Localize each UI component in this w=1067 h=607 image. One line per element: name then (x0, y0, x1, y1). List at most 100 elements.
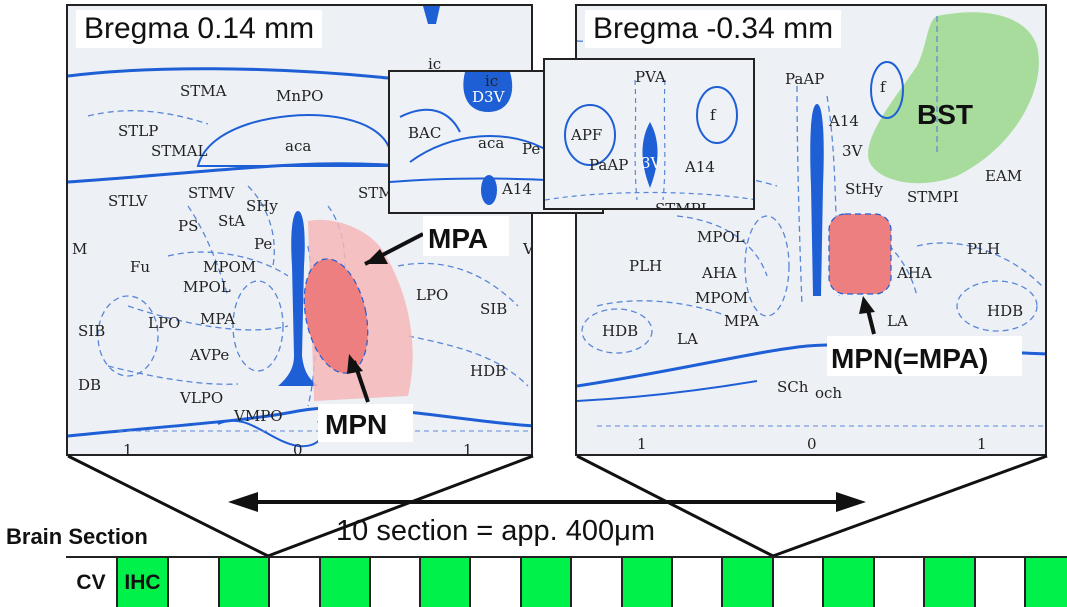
label-hdb-r2: HDB (987, 302, 1023, 320)
label-stm: STM (358, 184, 394, 202)
label-aha-r: AHA (701, 264, 737, 282)
inset-b-stmpi: STMPI (655, 200, 707, 210)
label-stmv: STMV (188, 184, 236, 202)
strip-cell (671, 558, 721, 607)
label-vmpo: VMPO (233, 407, 283, 425)
connector-right-b (772, 454, 1048, 558)
left-panel-title: Bregma 0.14 mm (76, 10, 323, 48)
inset-b: PVA f APF PaAP 3V A14 STMPI (543, 58, 755, 210)
mpn-callout: MPN (325, 409, 387, 440)
connector-right-a (576, 454, 774, 558)
tick-left-1b: 1 (463, 441, 473, 456)
label-a14-r: A14 (828, 112, 859, 130)
strip-cell (570, 558, 621, 607)
label-mpa-atlas: MPA (200, 310, 235, 328)
label-mpa-r: MPA (724, 312, 759, 330)
label-lpo-right: LPO (416, 286, 448, 304)
strip-cell-green (218, 558, 268, 607)
label-stma: STMA (180, 82, 227, 100)
label-db: DB (78, 376, 101, 394)
strip-cell (772, 558, 822, 607)
section-strip: CV IHC (66, 556, 1067, 607)
strip-cell (873, 558, 923, 607)
tick-right-0: 0 (807, 435, 817, 453)
label-paap-r: PaAP (785, 70, 824, 88)
mpn-r-callout: MPN(=MPA) (831, 343, 988, 374)
label-shy: SHy (246, 197, 278, 215)
strip-cell-green (621, 558, 671, 607)
inset-b-a14: A14 (684, 158, 715, 176)
mpa-tag-bg (423, 216, 509, 256)
label-3v-r: 3V (842, 142, 864, 160)
tick-right-1b: 1 (977, 435, 987, 453)
inset-a-ic: ic (485, 72, 498, 90)
mpn-arrow-head (347, 354, 363, 374)
tick-left-1: 1 (123, 441, 133, 456)
inset-b-apf: APF (570, 126, 602, 144)
atlas-panel-right: 1 0 1 PaAP f A14 3V EAM Pe StHy STMPI MP… (575, 4, 1047, 456)
label-sta: StA (218, 212, 245, 230)
span-arrow-head-right (836, 492, 866, 512)
inset-b-drawing: PVA f APF PaAP 3V A14 STMPI (545, 60, 753, 210)
label-mpom: MPOM (203, 258, 256, 276)
mpn-r-tag-bg (827, 336, 1022, 376)
strip-cell-ihc: IHC (116, 558, 167, 607)
label-mpom-r: MPOM (695, 289, 748, 307)
label-ps: PS (178, 217, 198, 235)
strip-cell-green (923, 558, 974, 607)
strip-cell-green (1024, 558, 1067, 607)
label-ic: ic (428, 55, 441, 73)
strip-cell-green (822, 558, 873, 607)
label-mpol-r: MPOL (697, 228, 745, 246)
label-avpe: AVPe (189, 346, 229, 364)
tick-right-1: 1 (637, 435, 647, 453)
bst-region (868, 12, 1039, 184)
label-stmal: STMAL (151, 142, 207, 160)
mpa-callout: MPA (428, 223, 488, 254)
label-aca: aca (285, 137, 311, 155)
inset-b-pva: PVA (635, 68, 666, 86)
strip-cell-green (721, 558, 772, 607)
label-stlp: STLP (118, 122, 158, 140)
connector-left-b (267, 454, 534, 558)
brain-section-label: Brain Section (6, 524, 148, 549)
atlas-drawing-right: 1 0 1 PaAP f A14 3V EAM Pe StHy STMPI MP… (577, 6, 1045, 454)
mpn-region-right (828, 213, 892, 295)
inset-b-paap: PaAP (589, 156, 628, 174)
inset-a-d3v: D3V (472, 88, 506, 106)
strip-cell (469, 558, 520, 607)
tick-left-0: 0 (293, 441, 303, 456)
label-sib: SIB (78, 322, 105, 340)
strip-cell (167, 558, 218, 607)
connector-left-a (67, 454, 269, 558)
label-sch-r: SCh (777, 378, 809, 396)
mpn-r-arrow-head (859, 296, 875, 314)
label-la-r: LA (677, 330, 698, 348)
inset-a-drawing: ic D3V BAC aca Pe A14 (390, 72, 602, 212)
span-arrow-head-left (228, 492, 258, 512)
label-m: M (72, 240, 87, 258)
label-mpol: MPOL (183, 278, 231, 296)
strip-cell (268, 558, 319, 607)
label-hdb-r: HDB (602, 322, 638, 340)
label-aha-r2: AHA (896, 264, 932, 282)
strip-cell-green (419, 558, 469, 607)
label-sib-right: SIB (480, 300, 507, 318)
strip-cell (369, 558, 419, 607)
strip-cell-green (520, 558, 570, 607)
inset-a-a14: A14 (501, 180, 532, 198)
inset-a-bac: BAC (408, 124, 441, 142)
label-hdb: HDB (470, 362, 506, 380)
strip-cell (974, 558, 1024, 607)
label-sthy-r: StHy (845, 180, 883, 198)
label-mnpo: MnPO (276, 87, 323, 105)
third-ventricle (810, 104, 824, 296)
label-och-r: och (815, 384, 842, 402)
strip-cell-green (319, 558, 369, 607)
inset-b-f: f (710, 106, 717, 124)
label-lpo: LPO (148, 314, 180, 332)
label-f-r: f (880, 78, 887, 96)
inset-b-3v: 3V (641, 154, 663, 172)
bst-callout: BST (917, 99, 973, 130)
